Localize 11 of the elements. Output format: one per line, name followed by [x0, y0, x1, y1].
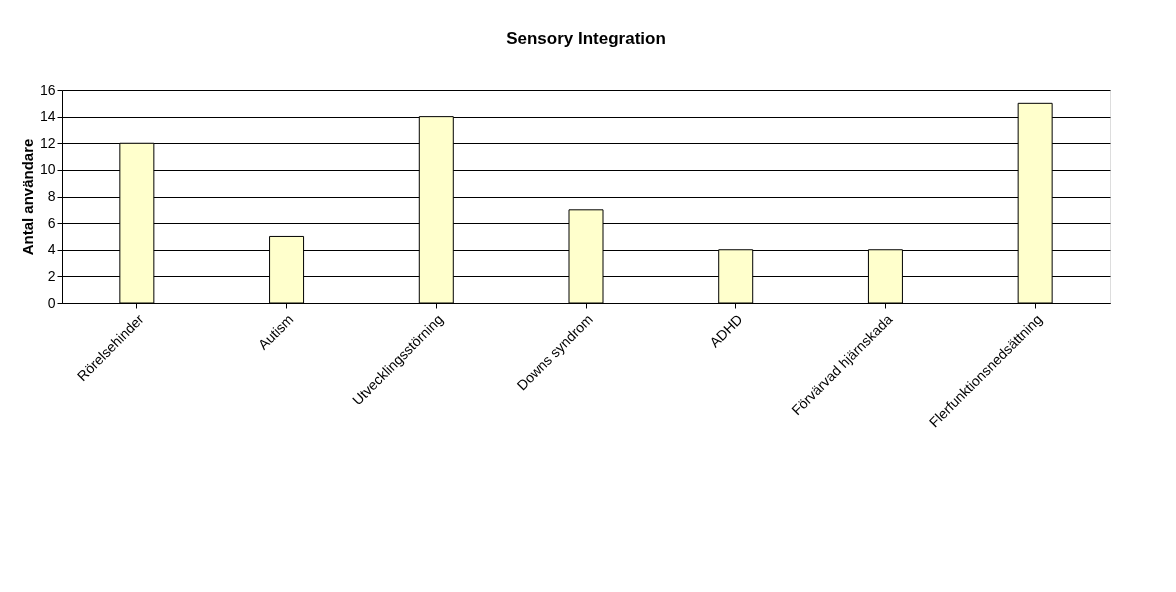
y-tick-label: 2: [47, 267, 56, 284]
y-tick-label: 4: [47, 241, 56, 258]
y-tick-label: 12: [39, 134, 56, 151]
y-tick-label: 0: [47, 294, 56, 311]
y-axis-title: Antal användare: [18, 138, 36, 256]
y-tick-label: 14: [39, 108, 56, 125]
y-tick-label: 10: [39, 161, 56, 178]
y-tick-label: 6: [47, 214, 56, 231]
y-tick-label: 16: [39, 81, 56, 98]
chart-title: Sensory Integration: [506, 29, 666, 48]
y-tick-label: 8: [47, 188, 56, 204]
